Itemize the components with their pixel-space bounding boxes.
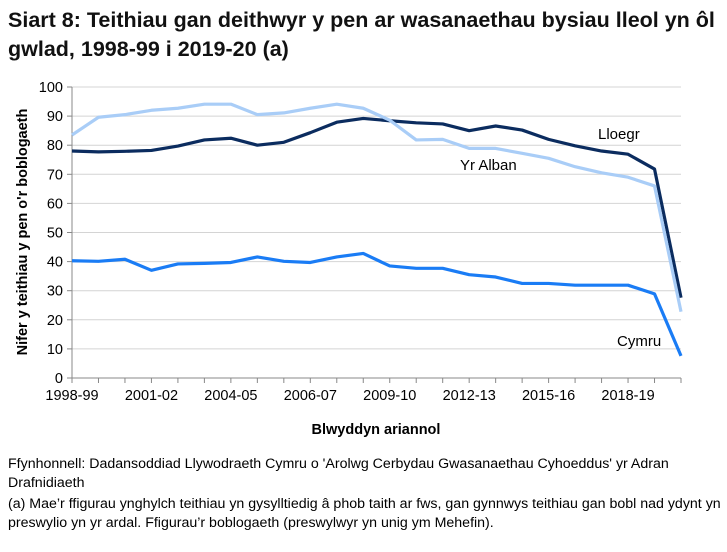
y-tick-label: 50	[47, 226, 63, 242]
y-tick-label: 30	[47, 284, 63, 300]
y-tick-label: 100	[39, 80, 63, 96]
x-axis-label: Blwyddyn ariannol	[312, 422, 441, 438]
y-tick-label: 80	[47, 138, 63, 154]
y-tick-label: 40	[47, 255, 63, 271]
y-tick-label: 20	[47, 313, 63, 329]
footnote: (a) Mae’r ffigurau ynghylch teithiau yn …	[8, 496, 721, 531]
y-axis-label: Nifer y teithiau y pen o'r boblogaeth	[15, 109, 31, 356]
x-tick-label: 2018-19	[601, 388, 654, 404]
y-tick-label: 90	[47, 109, 63, 125]
y-tick-label: 10	[47, 342, 63, 358]
x-tick-label: 2001-02	[125, 388, 178, 404]
series-line-lloegr	[71, 116, 683, 299]
chart-title: Siart 8: Teithiau gan deithwyr y pen ar …	[8, 8, 715, 61]
y-tick-label: 70	[47, 167, 63, 183]
x-tick-label: 2004-05	[204, 388, 257, 404]
series-label: Cymru	[617, 333, 661, 350]
y-tick-label: 60	[47, 196, 63, 212]
x-tick-label: 2009-10	[363, 388, 416, 404]
series-line-yr-alban	[71, 102, 683, 312]
x-tick-label: 2006-07	[284, 388, 337, 404]
y-tick-label: 0	[55, 371, 63, 387]
series-label: Yr Alban	[460, 157, 517, 174]
x-tick-label: 1998-99	[45, 388, 98, 404]
x-tick-label: 2015-16	[522, 388, 575, 404]
series-line-cymru	[71, 251, 683, 357]
series-label: Lloegr	[598, 126, 640, 143]
source-note: Ffynhonnell: Dadansoddiad Llywodraeth Cy…	[8, 456, 669, 491]
x-tick-label: 2012-13	[443, 388, 496, 404]
